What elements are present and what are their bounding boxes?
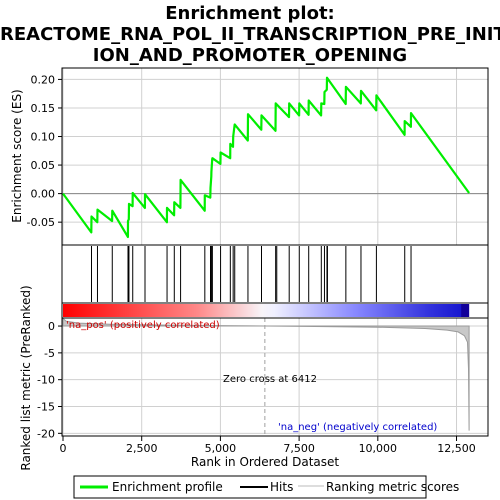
neg-correlated-label: 'na_neg' (negatively correlated) (278, 422, 437, 433)
hits-panel-frame (61, 244, 489, 304)
x-tick-label: 2,500 (126, 442, 158, 455)
rank-panel-frame (61, 317, 489, 437)
rank-metric-curve (62, 317, 470, 431)
es-y-ticks: -0.05 0.00 0.05 0.10 0.15 0.20 (27, 73, 62, 229)
rank-y-tick-label: -10 (37, 374, 55, 387)
pos-correlated-label: 'na_pos' (positively correlated) (66, 320, 220, 331)
x-tick-label: 12,500 (437, 442, 476, 455)
es-curve-group (62, 76, 470, 239)
rank-y-tick-label: -5 (44, 347, 55, 360)
title-line-3: ION_AND_PROMOTER_OPENING (92, 45, 408, 66)
rank-y-axis-label: Ranked list metric (PreRanked) (19, 285, 33, 470)
title-line-1: Enrichment plot: (165, 3, 335, 24)
x-tick-label: 10,000 (359, 442, 398, 455)
rank-y-tick-label: 0 (48, 320, 55, 333)
title-line-2: REACTOME_RNA_POL_II_TRANSCRIPTION_PRE_IN… (0, 24, 500, 45)
rank-y-tick-label: -20 (37, 427, 55, 440)
x-tick-label: 0 (60, 442, 67, 455)
rank-color-bar (63, 304, 470, 317)
es-y-axis-label: Enrichment score (ES) (10, 89, 24, 222)
x-axis-label: Rank in Ordered Dataset (191, 455, 339, 469)
x-axis-ticks: 0 2,500 5,000 7,500 10,000 12,500 (60, 436, 476, 455)
es-y-tick-label: 0.00 (31, 188, 56, 201)
es-y-tick-label: -0.05 (27, 216, 55, 229)
es-y-tick-label: 0.05 (31, 159, 56, 172)
legend-hits-label: Hits (270, 480, 293, 494)
x-tick-label: 5,000 (205, 442, 237, 455)
rank-color-bar-end (461, 304, 470, 317)
es-gridlines (62, 68, 488, 245)
x-tick-label: 7,500 (283, 442, 315, 455)
rank-y-ticks: 0 -5 -10 -15 -20 (37, 320, 62, 440)
hits-group (90, 246, 412, 302)
es-y-tick-label: 0.15 (31, 102, 56, 115)
legend-ranking-label: Ranking metric scores (326, 480, 459, 494)
zero-cross-label: Zero cross at 6412 (223, 374, 317, 385)
rank-metric-area (62, 317, 470, 431)
legend-enrichment-label: Enrichment profile (112, 480, 223, 494)
rank-y-tick-label: -15 (37, 401, 55, 414)
es-y-tick-label: 0.20 (31, 73, 56, 86)
legend: Enrichment profile Hits Ranking metric s… (73, 475, 459, 499)
es-curve (62, 76, 470, 239)
es-y-tick-label: 0.10 (31, 131, 56, 144)
es-panel-frame (61, 67, 489, 246)
